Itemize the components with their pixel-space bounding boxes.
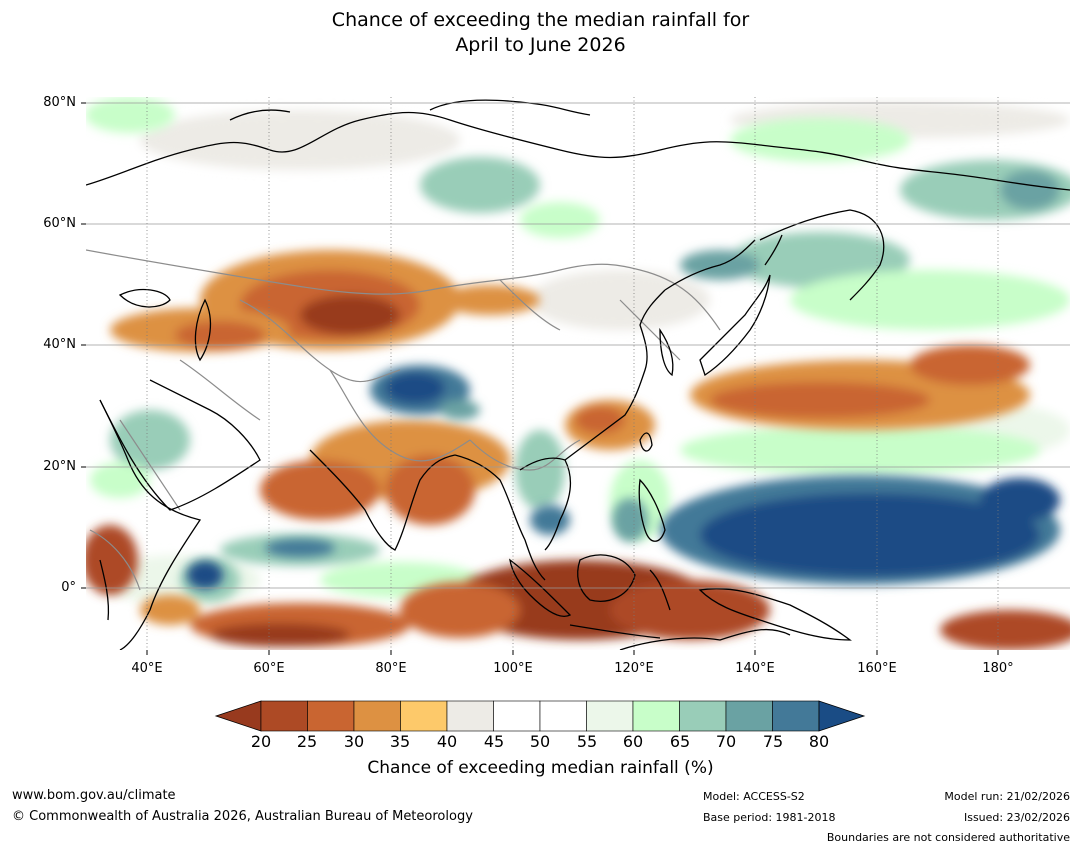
copyright-text: © Commonwealth of Australia 2026, Austra… bbox=[12, 809, 473, 824]
lon-label-100e: 100°E bbox=[493, 661, 533, 676]
boundaries-disclaimer: Boundaries are not considered authoritat… bbox=[826, 831, 1070, 844]
map-ticks bbox=[81, 102, 999, 655]
colorbar-tick-label: 75 bbox=[762, 732, 784, 751]
colorbar-tick-label: 20 bbox=[250, 732, 272, 751]
colorbar-extension-high bbox=[818, 700, 866, 732]
colorbar-tick-label: 70 bbox=[715, 732, 737, 751]
strongly-above-median-blue-regions bbox=[187, 365, 1060, 589]
colorbar-tick-label: 65 bbox=[669, 732, 691, 751]
colorbar-tick-label: 80 bbox=[808, 732, 830, 751]
map-area bbox=[86, 97, 1070, 650]
model-run-date: Model run: 21/02/2026 bbox=[944, 790, 1070, 803]
base-period: Base period: 1981-2018 bbox=[703, 811, 836, 824]
colorbar-segment bbox=[725, 700, 773, 732]
country-boundaries bbox=[86, 249, 721, 591]
lon-label-40e: 40°E bbox=[131, 661, 163, 676]
colorbar-segment bbox=[307, 700, 355, 732]
colorbar-tick-label: 50 bbox=[529, 732, 551, 751]
colorbar-segment bbox=[400, 700, 448, 732]
lon-label-180: 180° bbox=[982, 661, 1014, 676]
issued-date: Issued: 23/02/2026 bbox=[963, 811, 1070, 824]
map-title: Chance of exceeding the median rainfall … bbox=[0, 8, 1081, 58]
colorbar-tick-label: 25 bbox=[296, 732, 318, 751]
coastlines bbox=[86, 99, 1070, 650]
colorbar-tick-label: 45 bbox=[483, 732, 505, 751]
colorbar-segment bbox=[679, 700, 727, 732]
lon-label-140e: 140°E bbox=[735, 661, 775, 676]
above-median-green-regions bbox=[86, 97, 1070, 602]
colorbar-extension-low bbox=[214, 700, 262, 732]
colorbar-segment bbox=[586, 700, 634, 732]
colorbar-tick-label: 30 bbox=[343, 732, 365, 751]
lat-label-20n: 20°N bbox=[43, 459, 76, 474]
lat-label-40n: 40°N bbox=[43, 337, 76, 352]
colorbar-segment bbox=[539, 700, 587, 732]
lat-label-0: 0° bbox=[61, 580, 76, 595]
lon-label-80e: 80°E bbox=[375, 661, 407, 676]
colorbar-segment bbox=[353, 700, 401, 732]
lon-label-60e: 60°E bbox=[253, 661, 285, 676]
lat-label-80n: 80°N bbox=[43, 95, 76, 110]
colorbar-tick-label: 55 bbox=[576, 732, 598, 751]
colorbar-segment bbox=[493, 700, 541, 732]
colorbar-segment bbox=[772, 700, 820, 732]
colorbar-segment bbox=[446, 700, 494, 732]
lon-label-120e: 120°E bbox=[614, 661, 654, 676]
colorbar-tick-label: 35 bbox=[389, 732, 411, 751]
graticule bbox=[146, 97, 999, 650]
colorbar-title: Chance of exceeding median rainfall (%) bbox=[367, 758, 714, 778]
map-title-line-2: April to June 2026 bbox=[455, 34, 626, 56]
below-median-brown-regions bbox=[86, 250, 1070, 650]
latitude-lines bbox=[86, 102, 1070, 589]
lat-label-60n: 60°N bbox=[43, 216, 76, 231]
map-title-line-1: Chance of exceeding the median rainfall … bbox=[331, 9, 750, 31]
model-name: Model: ACCESS-S2 bbox=[703, 790, 805, 803]
colorbar-tick-label: 60 bbox=[622, 732, 644, 751]
colorbar-tick-label: 40 bbox=[436, 732, 458, 751]
colorbar-segment bbox=[260, 700, 308, 732]
lon-label-160e: 160°E bbox=[857, 661, 897, 676]
colorbar-segment bbox=[632, 700, 680, 732]
website-link[interactable]: www.bom.gov.au/climate bbox=[12, 788, 176, 803]
colorbar bbox=[214, 700, 866, 732]
